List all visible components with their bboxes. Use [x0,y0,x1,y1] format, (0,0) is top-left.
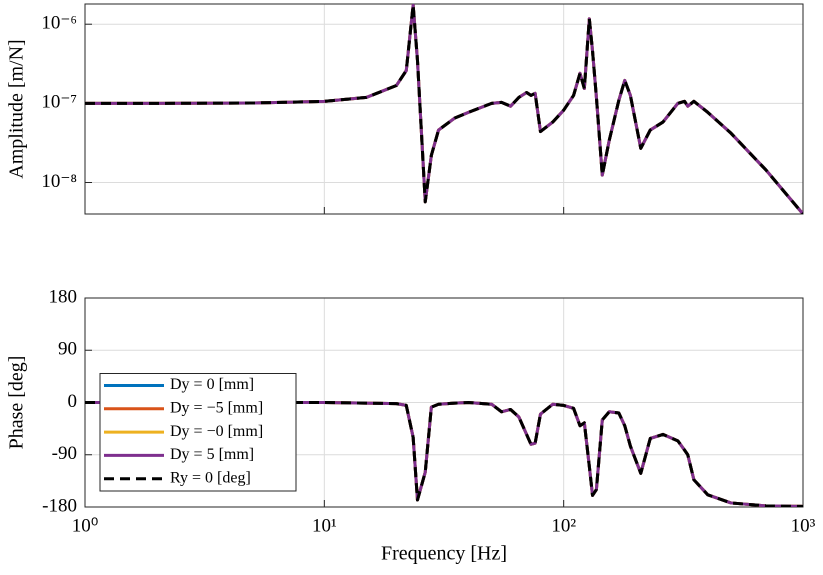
dashed-line [85,4,803,214]
y-axis-label: Phase [deg] [6,356,28,450]
y-tick-label: 0 [68,391,78,412]
legend-label: Dy = −0 [mm] [170,423,263,440]
y-tick-label: 90 [58,339,77,360]
y-tick-label: 10⁻⁸ [41,171,77,192]
y-axis-label: Amplitude [m/N] [6,39,28,178]
x-axis-label: Frequency [Hz] [381,543,507,565]
y-tick-label: 180 [49,286,78,307]
legend-label: Dy = −5 [mm] [170,399,263,416]
legend-label: Dy = 5 [mm] [170,446,254,463]
y-tick-label: -90 [52,443,77,464]
x-tick-label: 10³ [791,515,816,536]
y-tick-label: 10⁻⁶ [41,13,77,34]
dashed-line [85,401,803,507]
axes-box [84,3,804,215]
x-tick-label: 10⁰ [72,515,99,536]
legend-label: Dy = 0 [mm] [170,376,254,393]
legend-label: Ry = 0 [deg] [170,469,251,486]
y-tick-label: -180 [42,495,77,516]
y-tick-label: 10⁻⁷ [41,92,77,113]
x-tick-label: 10¹ [312,515,337,536]
x-tick-label: 10² [551,515,576,536]
plot-area [85,4,803,214]
